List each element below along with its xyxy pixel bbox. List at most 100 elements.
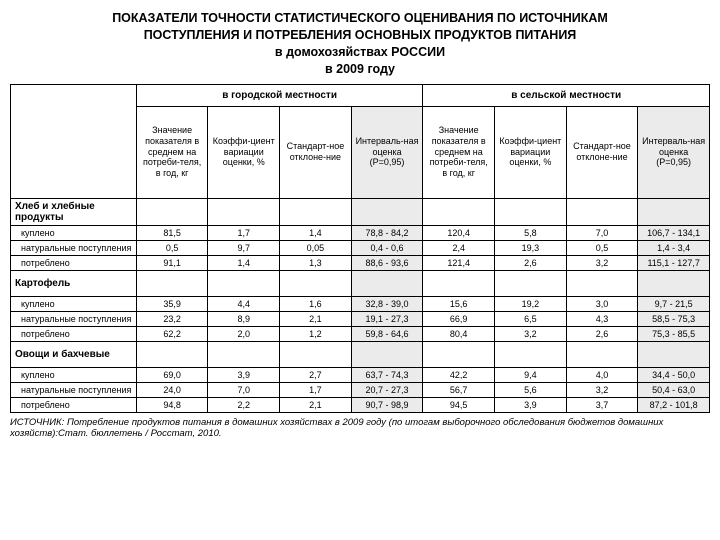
cell-urban-2: 2,7 bbox=[280, 367, 352, 382]
table-row: потреблено62,22,01,259,8 - 64,680,43,22,… bbox=[11, 326, 710, 341]
row-name: куплено bbox=[11, 296, 137, 311]
cell-rural-3: 115,1 - 127,7 bbox=[638, 255, 710, 270]
cell-rural-0: 15,6 bbox=[423, 296, 495, 311]
cell-urban-2: 1,4 bbox=[280, 225, 352, 240]
row-name: потреблено bbox=[11, 397, 137, 412]
cell-rural-1: 6,5 bbox=[495, 311, 567, 326]
data-table: в городской местности в сельской местнос… bbox=[10, 84, 710, 413]
cell-urban-1: 8,9 bbox=[208, 311, 280, 326]
cell-urban-3: 0,4 - 0,6 bbox=[351, 240, 423, 255]
table-row: куплено69,03,92,763,7 - 74,342,29,44,034… bbox=[11, 367, 710, 382]
row-name: натуральные поступления bbox=[11, 240, 137, 255]
table-row: натуральные поступления23,28,92,119,1 - … bbox=[11, 311, 710, 326]
cell-rural-2: 4,0 bbox=[566, 367, 638, 382]
cell-rural-1: 19,3 bbox=[495, 240, 567, 255]
cell-urban-0: 91,1 bbox=[136, 255, 208, 270]
cell-rural-3: 50,4 - 63,0 bbox=[638, 382, 710, 397]
cell-urban-1: 9,7 bbox=[208, 240, 280, 255]
cell-rural-1: 2,6 bbox=[495, 255, 567, 270]
title-line-3: в домохозяйствах РОССИИ bbox=[275, 45, 445, 59]
cell-urban-1: 1,4 bbox=[208, 255, 280, 270]
section-empty-cell bbox=[136, 198, 208, 225]
section-empty-cell bbox=[208, 270, 280, 296]
row-name: потреблено bbox=[11, 326, 137, 341]
section-empty-cell bbox=[280, 270, 352, 296]
cell-urban-1: 3,9 bbox=[208, 367, 280, 382]
area-header-row: в городской местности в сельской местнос… bbox=[11, 84, 710, 106]
table-row: потреблено91,11,41,388,6 - 93,6121,42,63… bbox=[11, 255, 710, 270]
cell-rural-3: 106,7 - 134,1 bbox=[638, 225, 710, 240]
rural-col-cv: Коэффи-циент вариации оценки, % bbox=[495, 106, 567, 198]
cell-urban-0: 62,2 bbox=[136, 326, 208, 341]
cell-rural-1: 3,2 bbox=[495, 326, 567, 341]
cell-urban-2: 1,6 bbox=[280, 296, 352, 311]
cell-rural-1: 5,8 bbox=[495, 225, 567, 240]
cell-rural-3: 58,5 - 75,3 bbox=[638, 311, 710, 326]
cell-urban-0: 0,5 bbox=[136, 240, 208, 255]
table-row: куплено35,94,41,632,8 - 39,015,619,23,09… bbox=[11, 296, 710, 311]
cell-rural-3: 34,4 - 50,0 bbox=[638, 367, 710, 382]
cell-urban-3: 32,8 - 39,0 bbox=[351, 296, 423, 311]
source-note: ИСТОЧНИК: Потребление продуктов питания … bbox=[10, 417, 710, 441]
section-name: Картофель bbox=[11, 270, 137, 296]
cell-urban-3: 88,6 - 93,6 bbox=[351, 255, 423, 270]
section-empty-cell bbox=[423, 270, 495, 296]
source-label: ИСТОЧНИК: bbox=[10, 417, 64, 428]
section-empty-cell bbox=[136, 270, 208, 296]
cell-rural-1: 9,4 bbox=[495, 367, 567, 382]
cell-urban-3: 19,1 - 27,3 bbox=[351, 311, 423, 326]
section-empty-cell bbox=[351, 198, 423, 225]
urban-col-cv: Коэффи-циент вариации оценки, % bbox=[208, 106, 280, 198]
table-row: куплено81,51,71,478,8 - 84,2120,45,87,01… bbox=[11, 225, 710, 240]
cell-urban-2: 2,1 bbox=[280, 311, 352, 326]
cell-rural-2: 3,2 bbox=[566, 382, 638, 397]
section-row: Картофель bbox=[11, 270, 710, 296]
cell-urban-0: 24,0 bbox=[136, 382, 208, 397]
cell-urban-1: 2,0 bbox=[208, 326, 280, 341]
source-text: Потребление продуктов питания в домашних… bbox=[10, 417, 663, 440]
cell-rural-2: 4,3 bbox=[566, 311, 638, 326]
cell-rural-2: 3,2 bbox=[566, 255, 638, 270]
cell-urban-2: 0,05 bbox=[280, 240, 352, 255]
title-line-2: ПОСТУПЛЕНИЯ И ПОТРЕБЛЕНИЯ ОСНОВНЫХ ПРОДУ… bbox=[144, 28, 577, 42]
cell-rural-0: 42,2 bbox=[423, 367, 495, 382]
corner-blank bbox=[11, 84, 137, 198]
cell-rural-3: 1,4 - 3,4 bbox=[638, 240, 710, 255]
row-name: куплено bbox=[11, 225, 137, 240]
cell-urban-3: 59,8 - 64,6 bbox=[351, 326, 423, 341]
cell-rural-0: 56,7 bbox=[423, 382, 495, 397]
cell-urban-1: 4,4 bbox=[208, 296, 280, 311]
cell-rural-1: 5,6 bbox=[495, 382, 567, 397]
cell-rural-0: 120,4 bbox=[423, 225, 495, 240]
cell-urban-0: 35,9 bbox=[136, 296, 208, 311]
section-row: Овощи и бахчевые bbox=[11, 341, 710, 367]
urban-col-sd: Стандарт-ное отклоне-ние bbox=[280, 106, 352, 198]
section-empty-cell bbox=[351, 270, 423, 296]
cell-urban-1: 1,7 bbox=[208, 225, 280, 240]
rural-col-sd: Стандарт-ное отклоне-ние bbox=[566, 106, 638, 198]
section-name: Хлеб и хлебные продукты bbox=[11, 198, 137, 225]
rural-header: в сельской местности bbox=[423, 84, 710, 106]
section-empty-cell bbox=[280, 198, 352, 225]
section-empty-cell bbox=[638, 270, 710, 296]
cell-urban-0: 23,2 bbox=[136, 311, 208, 326]
section-empty-cell bbox=[566, 198, 638, 225]
section-empty-cell bbox=[495, 270, 567, 296]
cell-urban-2: 1,3 bbox=[280, 255, 352, 270]
section-name: Овощи и бахчевые bbox=[11, 341, 137, 367]
section-empty-cell bbox=[280, 341, 352, 367]
table-body: Хлеб и хлебные продуктыкуплено81,51,71,4… bbox=[11, 198, 710, 412]
cell-urban-3: 90,7 - 98,9 bbox=[351, 397, 423, 412]
section-empty-cell bbox=[423, 341, 495, 367]
cell-rural-2: 0,5 bbox=[566, 240, 638, 255]
section-empty-cell bbox=[566, 270, 638, 296]
cell-urban-0: 94,8 bbox=[136, 397, 208, 412]
cell-rural-2: 7,0 bbox=[566, 225, 638, 240]
rural-col-ci: Интерваль-ная оценка (Р=0,95) bbox=[638, 106, 710, 198]
rural-col-value: Значение показателя в среднем на потреби… bbox=[423, 106, 495, 198]
cell-rural-0: 2,4 bbox=[423, 240, 495, 255]
cell-urban-2: 2,1 bbox=[280, 397, 352, 412]
section-empty-cell bbox=[495, 198, 567, 225]
cell-urban-0: 69,0 bbox=[136, 367, 208, 382]
cell-rural-3: 75,3 - 85,5 bbox=[638, 326, 710, 341]
